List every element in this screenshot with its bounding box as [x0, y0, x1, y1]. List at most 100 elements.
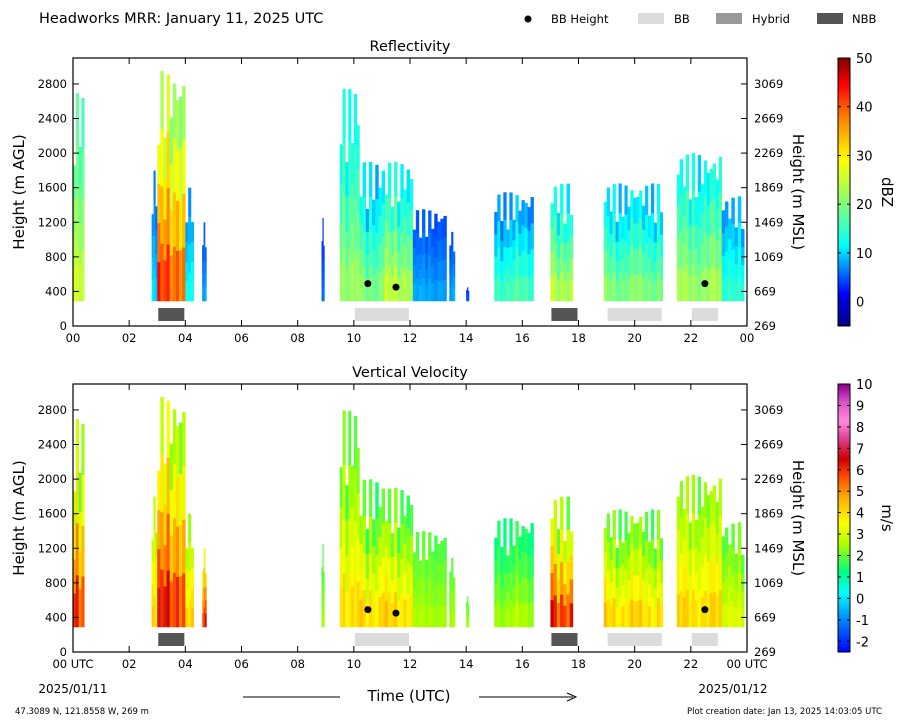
echo-cell	[653, 568, 658, 589]
echo-cell	[73, 165, 77, 200]
echo-cell	[653, 281, 658, 302]
echo-segment	[73, 93, 85, 302]
echo-cell	[524, 553, 528, 579]
colorbar	[837, 383, 851, 653]
echo-cell	[348, 194, 352, 249]
echo-segment	[321, 218, 325, 302]
echo-cell	[721, 604, 726, 628]
echo-cell	[500, 547, 504, 568]
echo-cell	[734, 608, 739, 628]
echo-cell	[368, 231, 373, 267]
echo-cell	[356, 213, 360, 258]
echo-cell	[403, 515, 407, 544]
y-tick-label-right: 269	[754, 319, 776, 333]
echo-cell	[202, 245, 204, 260]
echo-cell	[453, 577, 456, 591]
echo-cell	[709, 558, 714, 594]
echo-cell	[372, 600, 376, 628]
echo-cell	[734, 227, 739, 247]
y-tick-label: 0	[60, 319, 67, 333]
echo-cell	[428, 603, 432, 628]
echo-cell	[381, 170, 386, 204]
echo-cell	[203, 281, 206, 302]
echo-cell	[78, 472, 82, 512]
echo-cell	[642, 555, 646, 580]
echo-cell	[466, 289, 468, 293]
echo-cell	[356, 125, 360, 170]
echo-cell	[434, 213, 438, 236]
echo-cell	[384, 573, 389, 601]
echo-cell	[345, 556, 349, 592]
figure-title: Headworks MRR: January 11, 2025 UTC	[39, 11, 323, 27]
echo-cell	[348, 572, 352, 628]
echo-cell	[323, 259, 325, 274]
echo-segment	[550, 183, 574, 302]
echo-cell	[155, 603, 158, 628]
echo-cell	[188, 598, 192, 628]
echo-cell	[728, 585, 732, 607]
echo-cell	[500, 260, 504, 282]
echo-segment	[603, 509, 664, 628]
y-tick-label: 2400	[38, 112, 67, 126]
echo-cell	[656, 509, 661, 540]
figure-legend: BB Height BB Hybrid NBB	[524, 12, 876, 26]
echo-cell	[153, 561, 156, 595]
echo-cell	[737, 248, 742, 276]
echo-cell	[627, 206, 631, 231]
echo-cell	[169, 209, 174, 256]
echo-cell	[556, 578, 561, 603]
echo-cell	[603, 251, 608, 277]
echo-cell	[560, 213, 564, 243]
echo-cell	[509, 219, 513, 247]
echo-cell	[353, 197, 357, 250]
echo-cell	[153, 203, 156, 237]
echo-cell	[365, 529, 370, 554]
colorbar-label: m/s	[878, 504, 896, 532]
echo-cell	[422, 530, 426, 556]
echo-cell	[75, 197, 79, 250]
echo-cell	[437, 543, 441, 566]
echo-cell	[515, 274, 519, 302]
echo-cell	[553, 243, 558, 273]
x-tick-label: 06	[234, 331, 249, 345]
echo-cell	[321, 566, 323, 583]
echo-cell	[685, 227, 690, 265]
echo-cell	[556, 529, 561, 555]
echo-cell	[451, 266, 454, 284]
echo-cell	[653, 222, 658, 243]
echo-cell	[627, 579, 631, 604]
echo-cell	[530, 549, 534, 576]
echo-cell	[348, 247, 352, 302]
echo-cell	[682, 243, 687, 273]
echo-cell	[185, 261, 189, 282]
echo-cell	[621, 258, 625, 281]
echo-cell	[425, 593, 429, 611]
echo-cell	[712, 591, 717, 628]
y-tick-label: 2400	[38, 438, 67, 452]
echo-cell	[204, 600, 207, 614]
echo-cell	[609, 233, 613, 257]
echo-cell	[403, 217, 407, 246]
echo-cell	[728, 544, 732, 566]
echo-cell	[345, 485, 349, 521]
echo-cell	[606, 541, 610, 571]
y-tick-label-right: 2669	[754, 438, 783, 452]
echo-cell	[163, 545, 167, 587]
echo-cell	[636, 548, 640, 576]
echo-segment	[676, 153, 723, 302]
echo-cell	[403, 245, 407, 274]
echo-cell	[624, 185, 628, 215]
echo-cell	[606, 187, 610, 217]
echo-cell	[185, 568, 189, 588]
panel-title: Vertical Velocity	[352, 365, 468, 381]
echo-cell	[449, 585, 452, 600]
echo-cell	[606, 570, 610, 599]
echo-cell	[609, 211, 613, 235]
echo-cell	[715, 595, 720, 628]
echo-cell	[390, 253, 395, 278]
echo-cell	[190, 567, 195, 588]
echo-cell	[509, 192, 513, 220]
echo-cell	[609, 278, 613, 302]
echo-cell	[609, 256, 613, 279]
echo-segment	[466, 596, 470, 628]
